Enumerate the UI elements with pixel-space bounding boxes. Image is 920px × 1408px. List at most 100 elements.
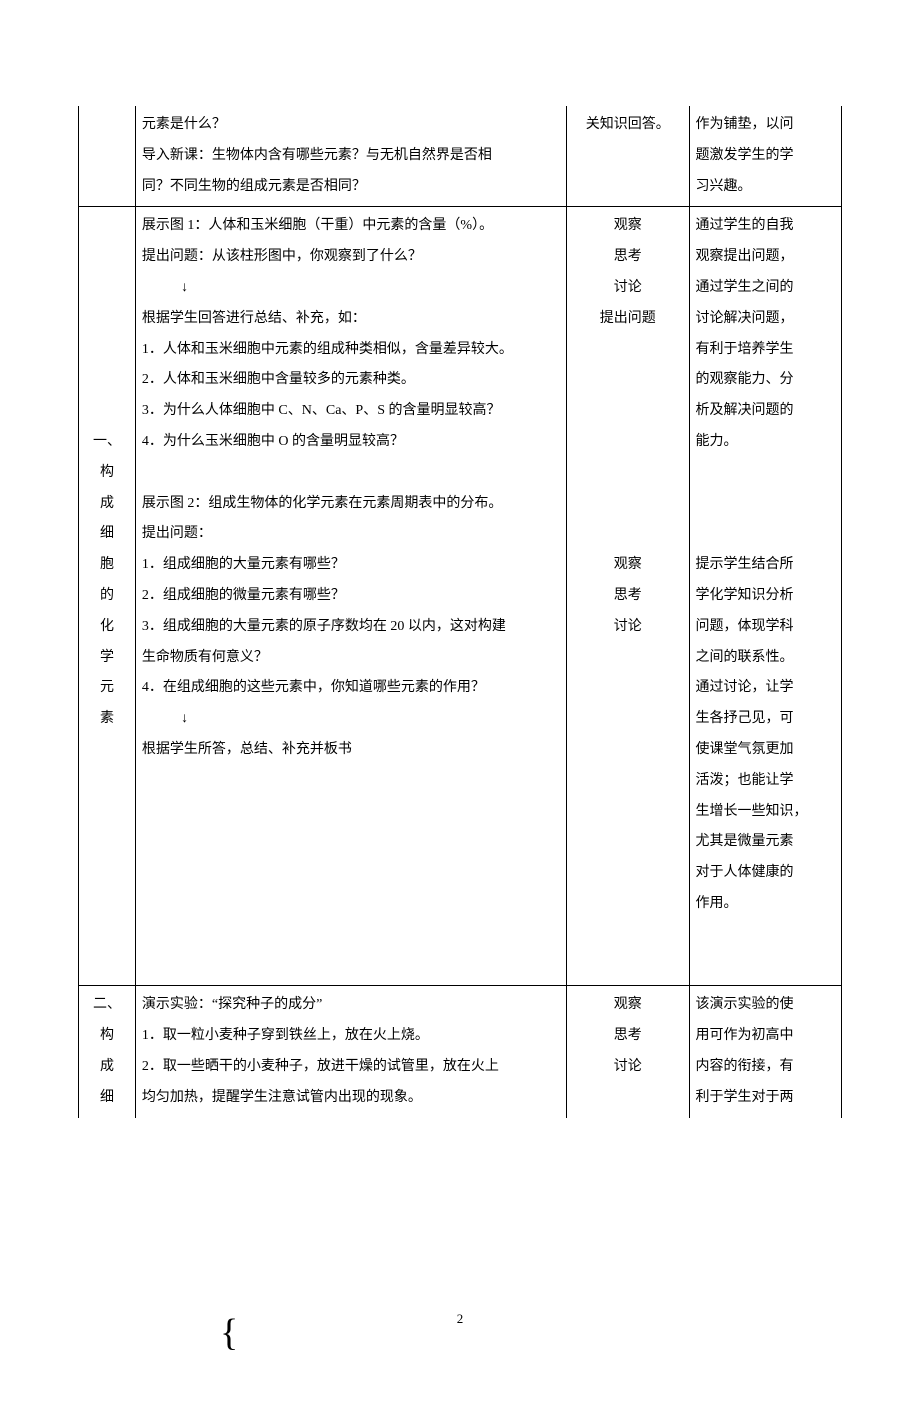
design-intent-cell: 通过学生的自我 观察提出问题， 通过学生之间的 讨论解决问题， 有利于培养学生 … bbox=[689, 207, 841, 986]
text-line: 习兴趣。 bbox=[696, 172, 835, 203]
text-line: 3．组成细胞的大量元素的原子序数均在 20 以内，这对构建 bbox=[142, 612, 560, 643]
section-char: 素 bbox=[85, 704, 129, 735]
text-line: 提出问题： bbox=[142, 519, 560, 550]
text-line: 能力。 bbox=[696, 427, 835, 458]
text-line: 利于学生对于两 bbox=[696, 1083, 835, 1114]
blank-line bbox=[142, 766, 560, 797]
text-line: 1．人体和玉米细胞中元素的组成种类相似，含量差异较大。 bbox=[142, 335, 560, 366]
text-line: 观察 bbox=[573, 550, 683, 581]
text-line: 关知识回答。 bbox=[573, 110, 683, 141]
section-char: 细 bbox=[85, 519, 129, 550]
blank-line bbox=[142, 797, 560, 828]
arrow-down-icon: ↓ bbox=[142, 273, 560, 304]
section-char: 元 bbox=[85, 673, 129, 704]
section-label-cell: 一、 构 成 细 胞 的 化 学 元 素 bbox=[79, 207, 136, 986]
blank-line bbox=[85, 273, 129, 304]
blank-line bbox=[142, 920, 560, 951]
design-intent-cell: 作为铺垫，以问 题激发学生的学 习兴趣。 bbox=[689, 106, 841, 207]
blank-line bbox=[85, 211, 129, 242]
text-line: 使课堂气氛更加 bbox=[696, 735, 835, 766]
blank-line bbox=[85, 365, 129, 396]
text-line: 根据学生回答进行总结、补充，如： bbox=[142, 304, 560, 335]
text-line: 尤其是微量元素 bbox=[696, 827, 835, 858]
text-line: 对于人体健康的 bbox=[696, 858, 835, 889]
text-line: 讨论解决问题， bbox=[696, 304, 835, 335]
text-line: 生各抒己见，可 bbox=[696, 704, 835, 735]
text-line: 导入新课：生物体内含有哪些元素？与无机自然界是否相 bbox=[142, 141, 560, 172]
text-line: 观察 bbox=[573, 211, 683, 242]
text-line: 4．为什么玉米细胞中 O 的含量明显较高？ bbox=[142, 427, 560, 458]
text-line: 析及解决问题的 bbox=[696, 396, 835, 427]
text-line: 4．在组成细胞的这些元素中，你知道哪些元素的作用？ bbox=[142, 673, 560, 704]
text-line: 生增长一些知识， bbox=[696, 797, 835, 828]
blank-line bbox=[573, 396, 683, 427]
text-line: 2．取一些晒干的小麦种子，放进干燥的试管里，放在火上 bbox=[142, 1052, 560, 1083]
blank-line bbox=[696, 519, 835, 550]
section-char: 成 bbox=[85, 1052, 129, 1083]
table-row: 一、 构 成 细 胞 的 化 学 元 素 展示图 1：人体和玉米细胞（干重）中元… bbox=[79, 207, 842, 986]
text-line: 的观察能力、分 bbox=[696, 365, 835, 396]
section-label-cell: 二、 构 成 细 bbox=[79, 986, 136, 1118]
text-line: 展示图 1：人体和玉米细胞（干重）中元素的含量（%）。 bbox=[142, 211, 560, 242]
blank-line bbox=[142, 458, 560, 489]
blank-line bbox=[85, 242, 129, 273]
text-line: 学化学知识分析 bbox=[696, 581, 835, 612]
text-line: 通过讨论，让学 bbox=[696, 673, 835, 704]
blank-line bbox=[85, 304, 129, 335]
blank-line bbox=[696, 489, 835, 520]
blank-line bbox=[142, 827, 560, 858]
section-label-cell bbox=[79, 106, 136, 207]
text-line: 通过学生的自我 bbox=[696, 211, 835, 242]
section-char: 二、 bbox=[85, 990, 129, 1021]
text-line: 活泼；也能让学 bbox=[696, 766, 835, 797]
text-line: 用可作为初高中 bbox=[696, 1021, 835, 1052]
text-line: 内容的衔接，有 bbox=[696, 1052, 835, 1083]
text-line: 元素是什么？ bbox=[142, 110, 560, 141]
text-line: 作用。 bbox=[696, 889, 835, 920]
design-intent-cell: 该演示实验的使 用可作为初高中 内容的衔接，有 利于学生对于两 bbox=[689, 986, 841, 1118]
text-line: 1．取一粒小麦种子穿到铁丝上，放在火上烧。 bbox=[142, 1021, 560, 1052]
text-line: 根据学生所答，总结、补充并板书 bbox=[142, 735, 560, 766]
student-activity-cell: 观察 思考 讨论 提出问题 观察 思考 讨论 bbox=[566, 207, 689, 986]
text-line: 3．为什么人体细胞中 C、N、Ca、P、S 的含量明显较高？ bbox=[142, 396, 560, 427]
text-line: 2．组成细胞的微量元素有哪些？ bbox=[142, 581, 560, 612]
text-line: 提出问题：从该柱形图中，你观察到了什么？ bbox=[142, 242, 560, 273]
blank-line bbox=[573, 365, 683, 396]
teacher-activity-cell: 展示图 1：人体和玉米细胞（干重）中元素的含量（%）。 提出问题：从该柱形图中，… bbox=[135, 207, 566, 986]
student-activity-cell: 观察 思考 讨论 bbox=[566, 986, 689, 1118]
text-line: 通过学生之间的 bbox=[696, 273, 835, 304]
blank-line bbox=[85, 335, 129, 366]
text-line: 问题，体现学科 bbox=[696, 612, 835, 643]
text-line: 演示实验：“探究种子的成分” bbox=[142, 990, 560, 1021]
text-line: 思考 bbox=[573, 581, 683, 612]
table-row: 元素是什么？ 导入新课：生物体内含有哪些元素？与无机自然界是否相 同？不同生物的… bbox=[79, 106, 842, 207]
table-row: 二、 构 成 细 演示实验：“探究种子的成分” 1．取一粒小麦种子穿到铁丝上，放… bbox=[79, 986, 842, 1118]
section-char: 一、 bbox=[85, 427, 129, 458]
text-line: 之间的联系性。 bbox=[696, 643, 835, 674]
text-line: 提示学生结合所 bbox=[696, 550, 835, 581]
page-number: 2 bbox=[0, 1305, 920, 1334]
text-line: 均匀加热，提醒学生注意试管内出现的现象。 bbox=[142, 1083, 560, 1114]
text-line: 2．人体和玉米细胞中含量较多的元素种类。 bbox=[142, 365, 560, 396]
text-line: 有利于培养学生 bbox=[696, 335, 835, 366]
teacher-activity-cell: 元素是什么？ 导入新课：生物体内含有哪些元素？与无机自然界是否相 同？不同生物的… bbox=[135, 106, 566, 207]
section-char: 构 bbox=[85, 1021, 129, 1052]
text-line: 思考 bbox=[573, 242, 683, 273]
text-line: 讨论 bbox=[573, 273, 683, 304]
blank-line bbox=[142, 858, 560, 889]
text-line: 1．组成细胞的大量元素有哪些？ bbox=[142, 550, 560, 581]
blank-line bbox=[142, 889, 560, 920]
lesson-plan-table: 元素是什么？ 导入新课：生物体内含有哪些元素？与无机自然界是否相 同？不同生物的… bbox=[78, 106, 842, 1118]
blank-line bbox=[696, 458, 835, 489]
text-line: 讨论 bbox=[573, 1052, 683, 1083]
section-char: 的 bbox=[85, 581, 129, 612]
blank-line bbox=[573, 519, 683, 550]
text-line: 思考 bbox=[573, 1021, 683, 1052]
text-line: 生命物质有何意义？ bbox=[142, 643, 560, 674]
blank-line bbox=[573, 458, 683, 489]
blank-line bbox=[573, 427, 683, 458]
blank-line bbox=[85, 396, 129, 427]
arrow-down-icon: ↓ bbox=[142, 704, 560, 735]
section-char: 胞 bbox=[85, 550, 129, 581]
text-line: 展示图 2：组成生物体的化学元素在元素周期表中的分布。 bbox=[142, 489, 560, 520]
